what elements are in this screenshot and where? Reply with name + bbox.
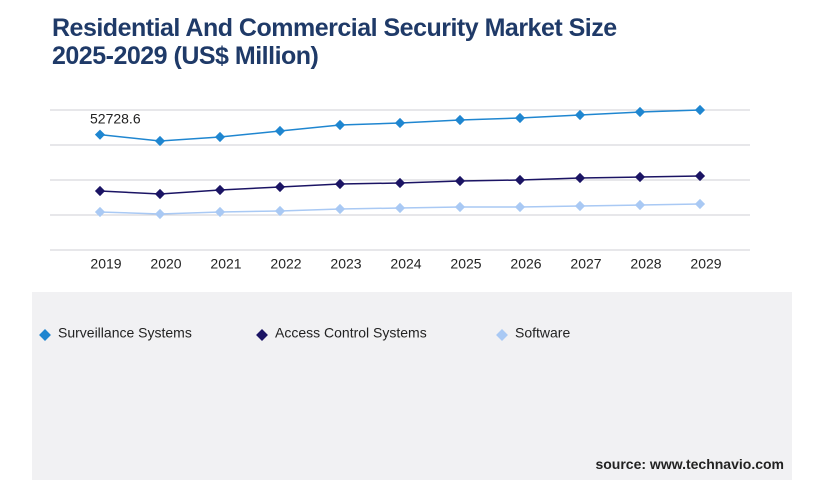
legend-marker <box>39 329 51 341</box>
x-tick-label: 2019 <box>90 256 121 272</box>
data-point <box>214 184 226 196</box>
x-tick-label: 2028 <box>630 256 661 272</box>
data-point <box>274 181 286 193</box>
data-point <box>574 200 586 212</box>
data-label: 52728.6 <box>90 110 141 126</box>
data-point <box>394 202 406 214</box>
data-point <box>514 201 526 213</box>
data-point <box>154 208 166 220</box>
data-point <box>634 199 646 211</box>
data-point <box>574 172 586 184</box>
data-point <box>634 171 646 183</box>
x-tick-label: 2021 <box>210 256 241 272</box>
legend-marker <box>256 329 268 341</box>
source: source: www.technavio.com <box>595 456 784 472</box>
x-tick-label: 2027 <box>570 256 601 272</box>
data-point <box>214 206 226 218</box>
data-point <box>334 119 346 131</box>
x-tick-label: 2022 <box>270 256 301 272</box>
data-point <box>94 185 106 197</box>
x-tick-label: 2029 <box>690 256 721 272</box>
legend-panel <box>32 292 792 480</box>
data-point <box>214 131 226 143</box>
data-point <box>394 117 406 129</box>
data-point <box>694 198 706 210</box>
x-tick-label: 2025 <box>450 256 481 272</box>
data-point <box>454 114 466 126</box>
legend-label: Access Control Systems <box>275 325 427 341</box>
data-point <box>694 104 706 116</box>
data-point <box>454 201 466 213</box>
data-point <box>334 203 346 215</box>
data-point <box>574 109 586 121</box>
data-point <box>634 106 646 118</box>
legend-label: Surveillance Systems <box>58 325 192 341</box>
x-tick-label: 2024 <box>390 256 421 272</box>
data-point <box>274 205 286 217</box>
data-point <box>154 188 166 200</box>
data-point <box>394 177 406 189</box>
data-point <box>94 206 106 218</box>
data-point <box>274 125 286 137</box>
data-point <box>514 174 526 186</box>
x-tick-label: 2026 <box>510 256 541 272</box>
legend-marker <box>496 329 508 341</box>
legend-label: Software <box>515 325 570 341</box>
data-point <box>454 175 466 187</box>
data-point <box>514 112 526 124</box>
x-tick-label: 2020 <box>150 256 181 272</box>
chart-title: Residential And Commercial Security Mark… <box>52 14 617 70</box>
x-tick-label: 2023 <box>330 256 361 272</box>
data-point <box>94 129 106 140</box>
